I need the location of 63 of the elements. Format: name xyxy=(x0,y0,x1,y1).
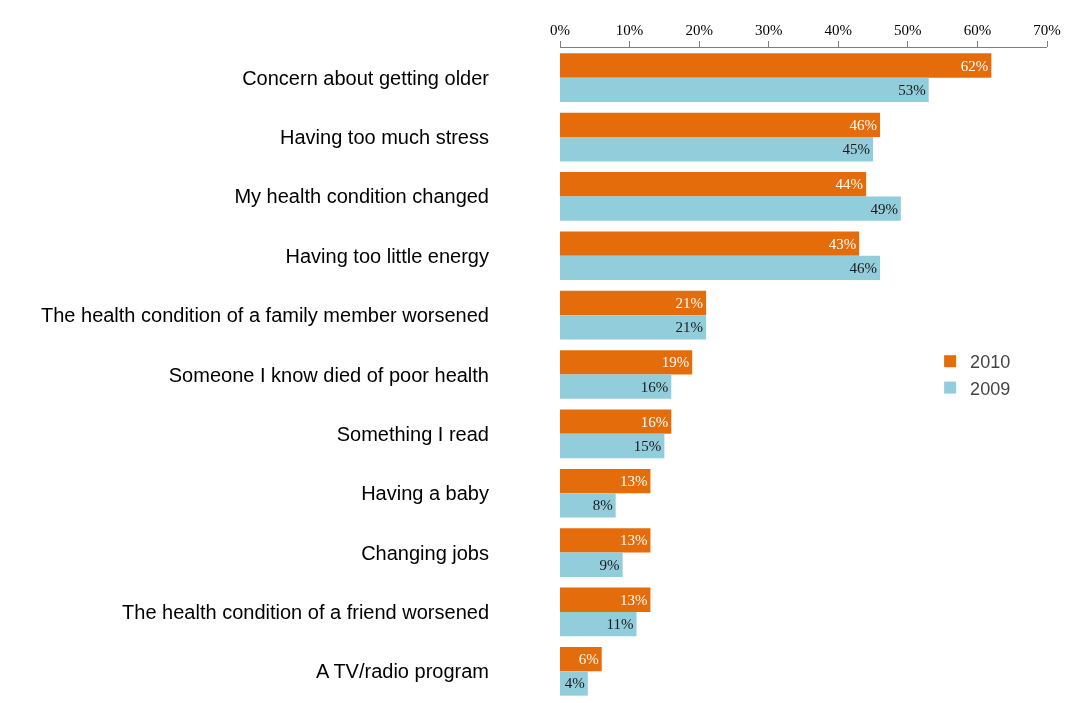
bar xyxy=(560,350,693,375)
y-tick-label: Concern about getting older xyxy=(242,66,490,89)
bar xyxy=(560,409,672,434)
bar xyxy=(560,374,672,399)
bar xyxy=(560,552,623,577)
data-label: 4% xyxy=(564,675,585,692)
data-label: 13% xyxy=(619,591,648,608)
data-label: 11% xyxy=(606,616,634,633)
y-tick-label: Having too little energy xyxy=(285,244,489,267)
x-tick-label: 30% xyxy=(754,22,783,38)
x-tick-label: 10% xyxy=(615,22,644,38)
legend-label: 2009 xyxy=(970,378,1011,399)
bar xyxy=(560,468,651,494)
data-label: 8% xyxy=(592,497,613,514)
bar xyxy=(560,112,881,138)
data-label: 46% xyxy=(849,116,878,133)
data-label: 43% xyxy=(828,235,857,252)
bar xyxy=(560,611,637,637)
data-label: 21% xyxy=(675,319,704,336)
y-tick-label: The health condition of a family member worsened xyxy=(40,304,489,327)
y-tick-label: Having a baby xyxy=(361,482,489,505)
legend-label: 2010 xyxy=(970,352,1011,373)
bar xyxy=(560,231,860,256)
bar xyxy=(560,315,707,340)
x-tick-label: 50% xyxy=(894,22,922,38)
data-label: 53% xyxy=(898,81,926,98)
bar xyxy=(560,77,929,103)
bar xyxy=(560,290,707,316)
data-label: 16% xyxy=(640,413,669,430)
bar xyxy=(560,196,901,221)
bar xyxy=(560,433,665,459)
bar xyxy=(560,137,874,162)
data-label: 19% xyxy=(661,354,690,371)
y-tick-label: Changing jobs xyxy=(361,541,489,564)
data-label: 21% xyxy=(675,294,704,311)
bar xyxy=(560,528,651,553)
x-tick-label: 0% xyxy=(550,22,570,38)
data-label: 15% xyxy=(633,438,662,455)
data-label: 9% xyxy=(599,556,620,573)
data-label: 49% xyxy=(870,200,898,217)
bar xyxy=(560,587,651,612)
data-label: 16% xyxy=(640,378,669,395)
y-tick-label: Someone I know died of poor health xyxy=(168,363,489,386)
data-label: 6% xyxy=(578,651,599,668)
data-label: 62% xyxy=(960,57,989,74)
x-tick-label: 70% xyxy=(1033,22,1061,38)
y-tick-label: The health condition of a friend worsened xyxy=(122,600,489,623)
x-tick-label: 60% xyxy=(963,22,992,38)
y-tick-label: A TV/radio program xyxy=(315,660,489,683)
y-tick-label: Having too much stress xyxy=(280,126,489,149)
data-label: 13% xyxy=(619,532,648,549)
bar xyxy=(560,53,992,78)
bar xyxy=(560,172,867,197)
x-tick-label: 20% xyxy=(685,22,713,38)
data-label: 13% xyxy=(619,473,648,490)
y-tick-label: My health condition changed xyxy=(234,185,489,208)
x-tick-label: 40% xyxy=(824,22,853,38)
bar xyxy=(560,255,881,281)
bar xyxy=(560,493,616,518)
data-label: 46% xyxy=(849,259,878,276)
data-label: 44% xyxy=(835,176,864,193)
y-tick-label: Something I read xyxy=(336,422,489,445)
data-label: 45% xyxy=(842,141,871,158)
